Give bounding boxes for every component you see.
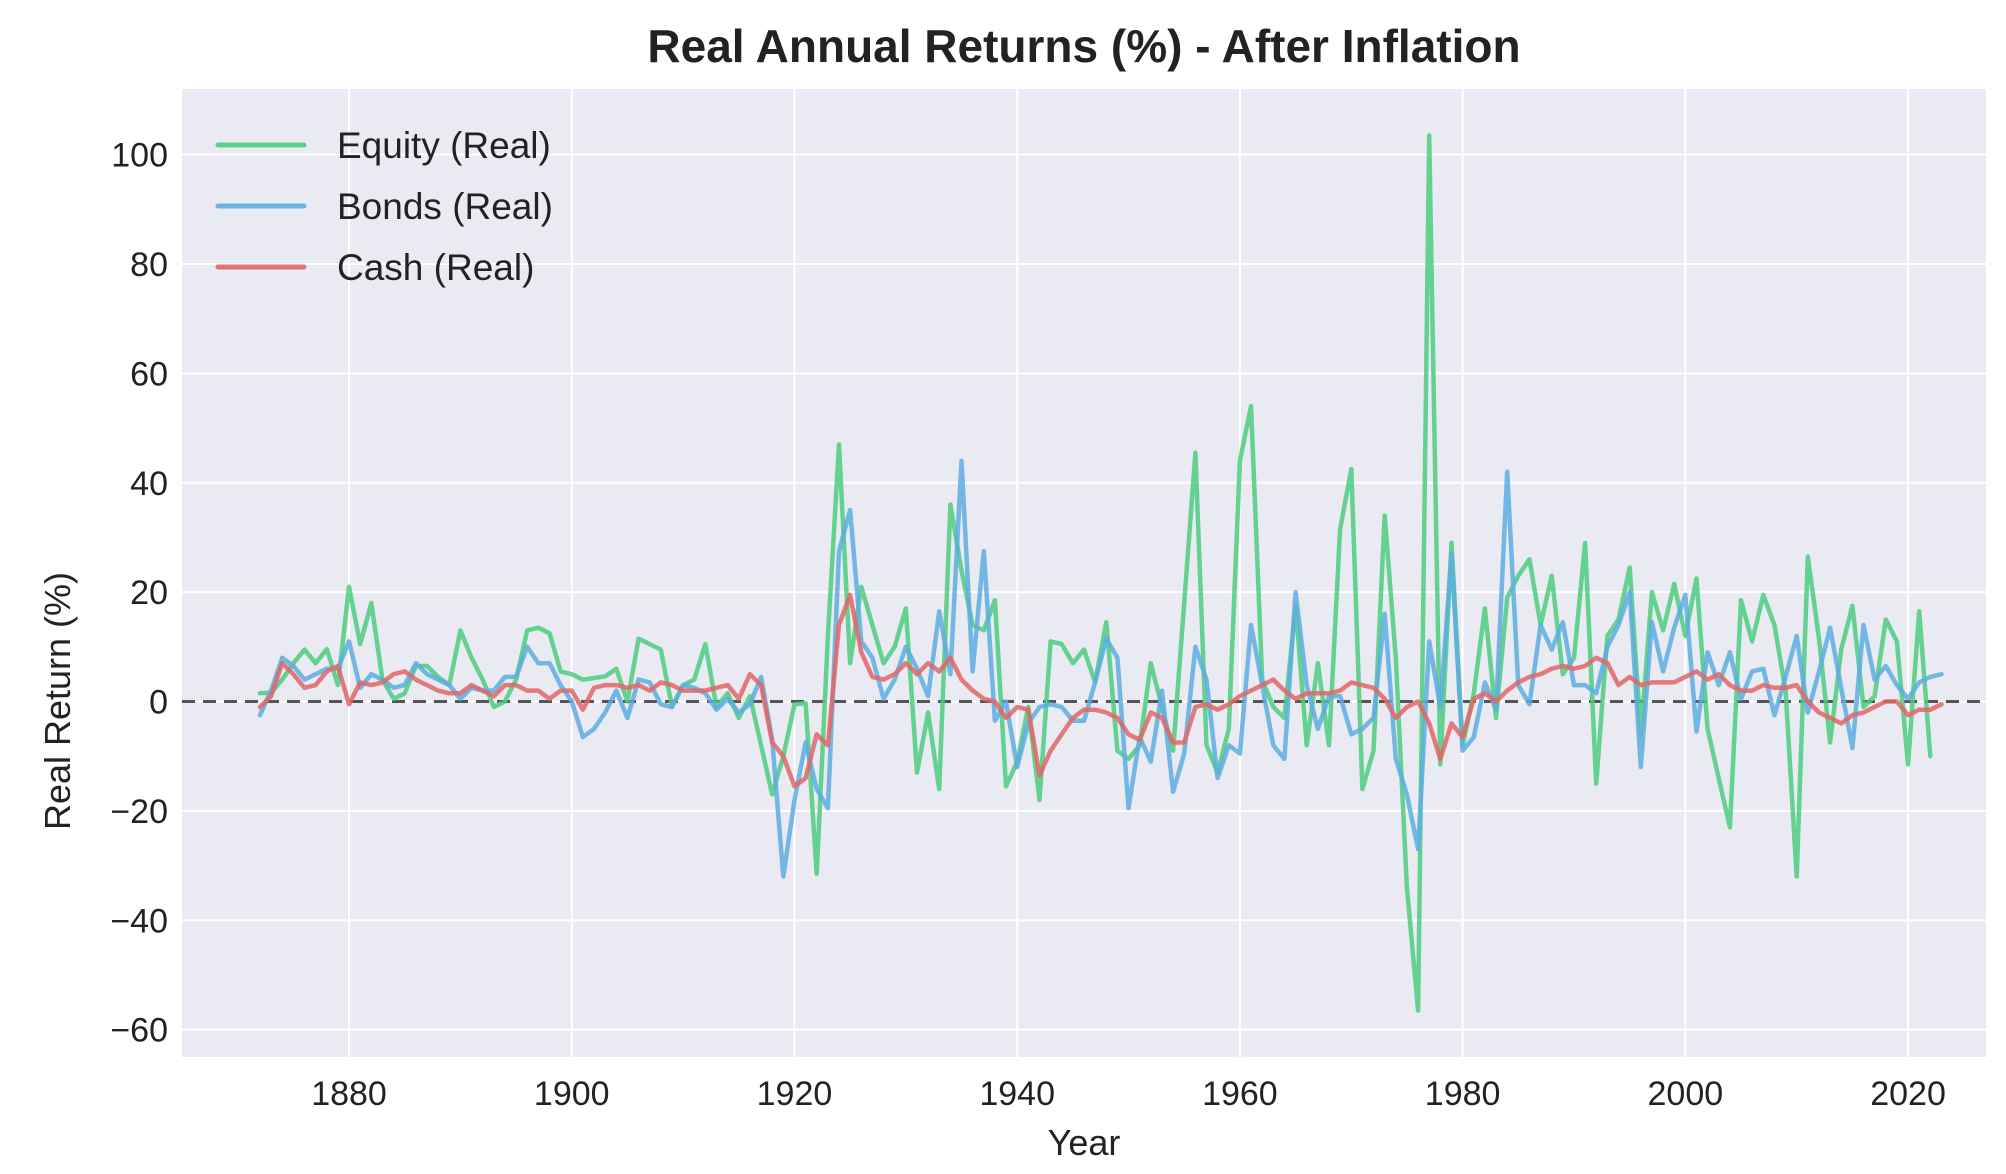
y-tick-label: 60 bbox=[130, 355, 168, 393]
legend-label: Cash (Real) bbox=[337, 247, 534, 288]
legend-label: Bonds (Real) bbox=[337, 186, 553, 227]
y-axis-label: Real Return (%) bbox=[37, 572, 78, 830]
x-tick-label: 2020 bbox=[1870, 1075, 1946, 1113]
y-tick-label: 20 bbox=[130, 574, 168, 612]
plot-area bbox=[182, 89, 1986, 1057]
gridlines bbox=[182, 89, 1986, 1057]
x-tick-label: 1880 bbox=[311, 1075, 387, 1113]
y-tick-label: −20 bbox=[110, 793, 168, 831]
y-tick-label: 80 bbox=[130, 246, 168, 284]
x-tick-label: 1900 bbox=[534, 1075, 610, 1113]
x-tick-label: 1940 bbox=[979, 1075, 1055, 1113]
legend-item: Bonds (Real) bbox=[215, 186, 553, 227]
x-tick-label: 1960 bbox=[1202, 1075, 1278, 1113]
x-tick-label: 1980 bbox=[1425, 1075, 1501, 1113]
legend-label: Equity (Real) bbox=[337, 125, 551, 166]
x-axis-label: Year bbox=[1048, 1122, 1121, 1163]
legend-item: Equity (Real) bbox=[215, 125, 551, 166]
series-line-bonds-real bbox=[257, 458, 1944, 879]
legend-item: Cash (Real) bbox=[215, 247, 534, 288]
x-tick-label: 1920 bbox=[757, 1075, 833, 1113]
chart-title: Real Annual Returns (%) - After Inflatio… bbox=[647, 20, 1520, 72]
y-tick-label: −40 bbox=[110, 902, 168, 940]
y-tick-label: 0 bbox=[149, 684, 168, 722]
tick-labels: 1880 1900 1920 1940 1960 1980 2000 2020 −60 −40 −2… bbox=[110, 137, 1946, 1113]
y-tick-label: 100 bbox=[111, 137, 168, 175]
y-tick-label: 40 bbox=[130, 465, 168, 503]
series-lines bbox=[257, 133, 1944, 1013]
y-tick-label: −60 bbox=[110, 1012, 168, 1050]
series-line-cash-real bbox=[257, 592, 1944, 789]
legend: Equity (Real) Bonds (Real) Cash (Real) bbox=[215, 125, 553, 288]
x-tick-label: 2000 bbox=[1648, 1075, 1724, 1113]
